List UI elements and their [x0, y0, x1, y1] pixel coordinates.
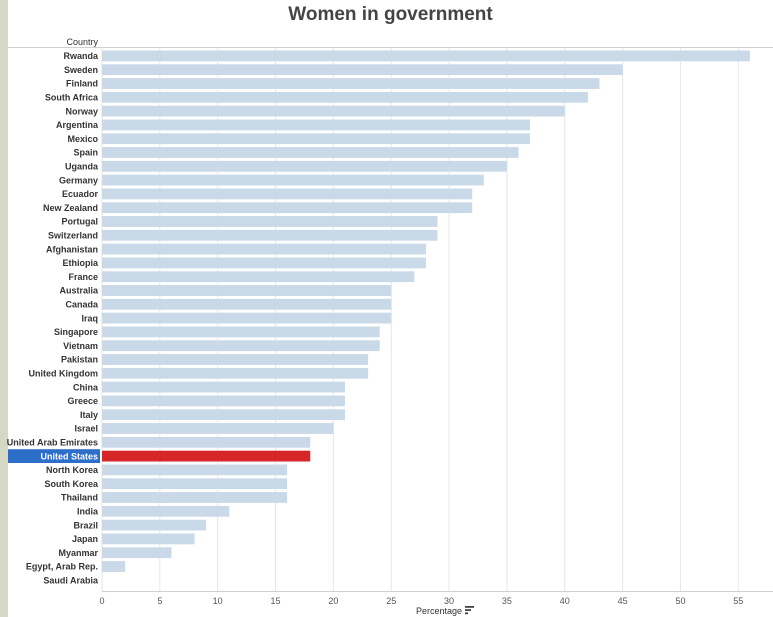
- x-tick-label: 15: [271, 596, 281, 606]
- category-label[interactable]: Norway: [65, 106, 98, 116]
- bar[interactable]: [102, 133, 531, 145]
- x-axis-title: Percentage: [416, 606, 462, 616]
- bar[interactable]: [102, 64, 623, 76]
- bar[interactable]: [102, 91, 588, 103]
- category-label[interactable]: Canada: [65, 300, 99, 310]
- x-tick-label: 20: [328, 596, 338, 606]
- bar[interactable]: [102, 312, 392, 324]
- bar[interactable]: [102, 464, 288, 476]
- category-label[interactable]: Finland: [66, 79, 98, 89]
- category-label[interactable]: Pakistan: [61, 355, 98, 365]
- category-label[interactable]: Ecuador: [62, 189, 99, 199]
- category-label[interactable]: Iraq: [81, 313, 98, 323]
- bar[interactable]: [102, 243, 426, 255]
- category-label[interactable]: Rwanda: [63, 51, 99, 61]
- bar[interactable]: [102, 436, 311, 448]
- bar[interactable]: [102, 395, 345, 407]
- category-label[interactable]: China: [73, 382, 99, 392]
- x-tick-label: 55: [733, 596, 743, 606]
- x-tick-label: 50: [675, 596, 685, 606]
- bar[interactable]: [102, 202, 473, 214]
- selected-label-background: [8, 449, 100, 463]
- chart-title: Women in government: [288, 4, 493, 25]
- bar[interactable]: [102, 354, 369, 365]
- category-label[interactable]: Sweden: [64, 65, 98, 75]
- bar[interactable]: [102, 285, 392, 296]
- bar[interactable]: [102, 105, 565, 117]
- bars: [102, 50, 750, 572]
- category-label[interactable]: Brazil: [73, 520, 98, 530]
- x-tick-label: 25: [386, 596, 396, 606]
- bar[interactable]: [102, 298, 392, 310]
- category-label[interactable]: Israel: [74, 424, 98, 434]
- category-label[interactable]: Spain: [73, 148, 98, 158]
- bar[interactable]: [102, 367, 369, 379]
- category-label[interactable]: Myanmar: [58, 548, 98, 558]
- category-label[interactable]: Japan: [72, 534, 98, 544]
- bar[interactable]: [102, 505, 230, 517]
- category-label[interactable]: Australia: [59, 286, 99, 296]
- category-label[interactable]: Ethiopia: [63, 258, 99, 268]
- category-label[interactable]: Uganda: [65, 162, 99, 172]
- category-label[interactable]: New Zealand: [43, 203, 98, 213]
- x-tick-label: 45: [618, 596, 628, 606]
- bar[interactable]: [102, 478, 288, 490]
- category-label[interactable]: Vietnam: [63, 341, 98, 351]
- bar[interactable]: [102, 257, 426, 269]
- x-tick-label: 40: [560, 596, 570, 606]
- category-label[interactable]: South Africa: [45, 93, 99, 103]
- bar[interactable]: [102, 409, 345, 421]
- category-label[interactable]: Italy: [80, 410, 98, 420]
- category-label[interactable]: North Korea: [46, 465, 99, 475]
- bar[interactable]: [102, 216, 438, 227]
- x-tick-label: 0: [99, 596, 104, 606]
- bar[interactable]: [102, 147, 519, 158]
- bar[interactable]: [102, 229, 438, 241]
- bar-highlighted[interactable]: [102, 450, 311, 462]
- bar[interactable]: [102, 561, 126, 572]
- bar[interactable]: [102, 119, 531, 131]
- category-label[interactable]: Germany: [59, 175, 98, 185]
- category-label[interactable]: Singapore: [54, 327, 98, 337]
- category-label[interactable]: Argentina: [56, 120, 99, 130]
- category-label[interactable]: United Arab Emirates: [7, 438, 98, 448]
- bar[interactable]: [102, 533, 195, 545]
- bar[interactable]: [102, 78, 600, 89]
- x-tick-label: 30: [444, 596, 454, 606]
- category-label[interactable]: United Kingdom: [29, 369, 99, 379]
- x-axis-ticks: 0 5 10 15 20 25 30 35 40 45 50 55: [99, 596, 743, 606]
- bar[interactable]: [102, 340, 380, 352]
- category-label[interactable]: Portugal: [61, 217, 98, 227]
- bar[interactable]: [102, 423, 334, 434]
- bar[interactable]: [102, 547, 172, 559]
- category-label[interactable]: Switzerland: [48, 231, 98, 241]
- x-tick-label: 5: [157, 596, 162, 606]
- category-label[interactable]: India: [77, 507, 99, 517]
- category-label[interactable]: South Korea: [44, 479, 98, 489]
- category-label[interactable]: Thailand: [61, 493, 98, 503]
- bar[interactable]: [102, 326, 380, 338]
- category-label[interactable]: France: [68, 272, 98, 282]
- sort-descending-icon[interactable]: [465, 606, 474, 615]
- category-label[interactable]: Afghanistan: [46, 244, 98, 254]
- category-label[interactable]: Egypt, Arab Rep.: [26, 562, 98, 572]
- bar[interactable]: [102, 492, 288, 503]
- bar[interactable]: [102, 381, 345, 393]
- bar[interactable]: [102, 188, 473, 200]
- bar[interactable]: [102, 174, 484, 186]
- row-header: Country: [66, 37, 98, 47]
- bar[interactable]: [102, 519, 207, 531]
- category-label[interactable]: Mexico: [67, 134, 98, 144]
- category-label[interactable]: United States: [40, 451, 98, 461]
- bar[interactable]: [102, 50, 750, 62]
- category-labels: Rwanda Sweden Finland South Africa Norway Arg…: [7, 51, 100, 586]
- bar[interactable]: [102, 271, 415, 283]
- bar[interactable]: [102, 160, 507, 172]
- category-label[interactable]: Saudi Arabia: [43, 576, 99, 586]
- x-tick-label: 35: [502, 596, 512, 606]
- x-tick-label: 10: [213, 596, 223, 606]
- category-label[interactable]: Greece: [67, 396, 98, 406]
